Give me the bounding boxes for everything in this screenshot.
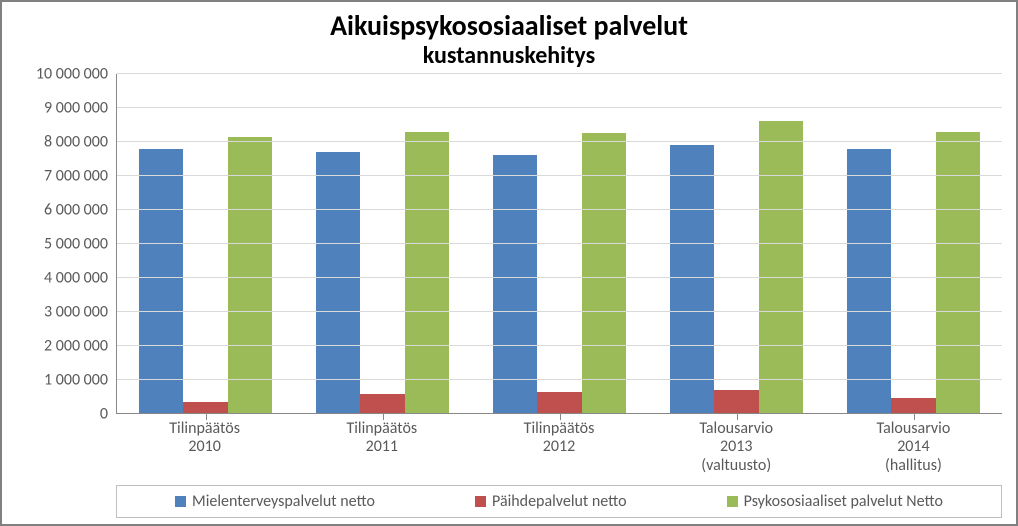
legend-item: Psykososiaaliset palvelut Netto — [727, 492, 943, 511]
y-tick-label: 0 — [100, 404, 108, 423]
y-axis: 01 000 0002 000 0003 000 0004 000 0005 0… — [16, 74, 116, 414]
grid-line — [117, 277, 1002, 278]
legend-label: Psykososiaaliset palvelut Netto — [744, 492, 943, 511]
chart-subtitle: kustannuskehitys — [16, 42, 1002, 70]
legend: Mielenterveyspalvelut netto Päihdepalvelu… — [116, 485, 1002, 518]
chart-title: Aikuispsykososiaaliset palvelut — [16, 10, 1002, 42]
x-axis-line — [117, 413, 1002, 414]
grid-line — [117, 141, 1002, 142]
bar — [891, 398, 935, 414]
grid-line — [117, 107, 1002, 108]
title-block: Aikuispsykososiaaliset palvelut kustannu… — [16, 10, 1002, 70]
x-tick-mark — [914, 414, 915, 420]
y-tick-label: 3 000 000 — [44, 302, 108, 321]
bar — [493, 155, 537, 413]
x-tick-label: Tilinpäätös2011 — [293, 420, 470, 475]
bar — [537, 392, 581, 413]
legend-item: Päihdepalvelut netto — [475, 492, 627, 511]
x-tick-label: Talousarvio2013(valtuusto) — [648, 420, 825, 475]
grid-line — [117, 311, 1002, 312]
grid-line — [117, 243, 1002, 244]
bar — [139, 149, 183, 414]
x-tick-mark — [737, 414, 738, 420]
legend-swatch — [475, 496, 486, 507]
legend-label: Mielenterveyspalvelut netto — [192, 492, 375, 511]
y-tick-label: 10 000 000 — [36, 64, 108, 83]
grid-line — [117, 73, 1002, 74]
bar — [847, 149, 891, 414]
x-axis-labels: Tilinpäätös2010Tilinpäätös2011Tilinpäätö… — [116, 420, 1002, 475]
plot-wrap: 01 000 0002 000 0003 000 0004 000 0005 0… — [16, 74, 1002, 414]
y-tick-label: 8 000 000 — [44, 132, 108, 151]
x-tick-mark — [206, 414, 207, 420]
x-tick-mark — [560, 414, 561, 420]
grid-line — [117, 345, 1002, 346]
y-tick-label: 9 000 000 — [44, 98, 108, 117]
grid-line — [117, 175, 1002, 176]
y-tick-label: 5 000 000 — [44, 234, 108, 253]
bar — [316, 152, 360, 414]
y-tick-label: 6 000 000 — [44, 200, 108, 219]
y-tick-label: 1 000 000 — [44, 370, 108, 389]
grid-line — [117, 379, 1002, 380]
x-tick-mark — [383, 414, 384, 420]
y-tick-label: 7 000 000 — [44, 166, 108, 185]
x-tick-label: Tilinpäätös2010 — [116, 420, 293, 475]
legend-label: Päihdepalvelut netto — [492, 492, 627, 511]
x-tick-label: Talousarvio2014(hallitus) — [825, 420, 1002, 475]
legend-swatch — [175, 496, 186, 507]
bar — [670, 145, 714, 414]
bar — [714, 390, 758, 414]
y-tick-label: 2 000 000 — [44, 336, 108, 355]
legend-swatch — [727, 496, 738, 507]
y-tick-label: 4 000 000 — [44, 268, 108, 287]
grid-line — [117, 209, 1002, 210]
x-tick-label: Tilinpäätös2012 — [470, 420, 647, 475]
bar — [759, 121, 803, 413]
bar — [228, 137, 272, 414]
chart-container: Aikuispsykososiaaliset palvelut kustannu… — [0, 0, 1018, 526]
legend-item: Mielenterveyspalvelut netto — [175, 492, 375, 511]
plot-area — [116, 74, 1002, 414]
bar — [360, 394, 404, 414]
